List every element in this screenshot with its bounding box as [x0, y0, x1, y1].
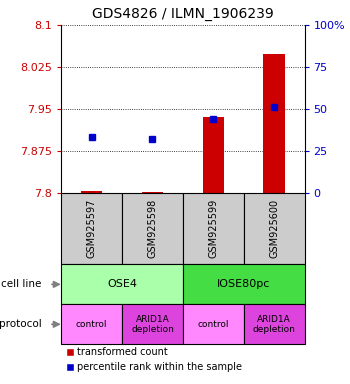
Text: IOSE80pc: IOSE80pc [217, 280, 271, 290]
Text: control: control [197, 320, 229, 329]
Text: GSM925600: GSM925600 [269, 199, 279, 258]
Title: GDS4826 / ILMN_1906239: GDS4826 / ILMN_1906239 [92, 7, 274, 21]
Bar [122, 305, 183, 344]
Bar [61, 265, 183, 305]
Bar [203, 117, 224, 193]
Bar [142, 192, 163, 193]
Bar [183, 193, 244, 265]
Bar [61, 193, 122, 265]
Text: protocol: protocol [0, 319, 42, 329]
Bar [183, 305, 244, 344]
Bar [122, 193, 183, 265]
Text: control: control [76, 320, 107, 329]
Bar [264, 54, 285, 193]
Text: GSM925599: GSM925599 [208, 199, 218, 258]
Bar [244, 193, 304, 265]
Text: OSE4: OSE4 [107, 280, 137, 290]
Bar [244, 305, 304, 344]
Text: cell line: cell line [1, 280, 42, 290]
Text: ARID1A
depletion: ARID1A depletion [253, 314, 295, 334]
Legend: transformed count, percentile rank within the sample: transformed count, percentile rank withi… [66, 347, 242, 372]
Text: GSM925597: GSM925597 [87, 199, 97, 258]
Bar [183, 265, 304, 305]
Bar [61, 305, 122, 344]
Bar [81, 192, 102, 193]
Text: GSM925598: GSM925598 [147, 199, 158, 258]
Text: ARID1A
depletion: ARID1A depletion [131, 314, 174, 334]
